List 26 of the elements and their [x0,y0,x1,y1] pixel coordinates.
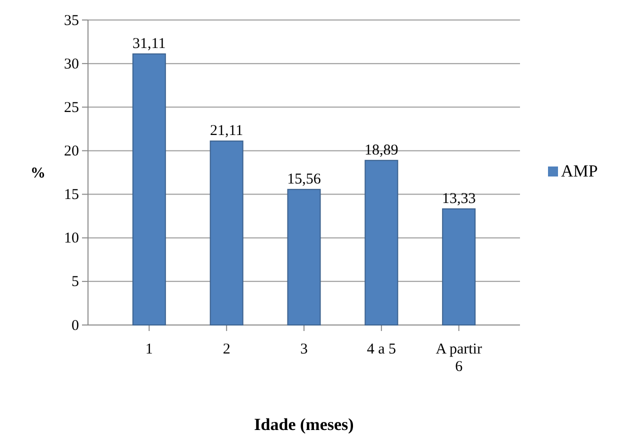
y-tick-label: 15 [64,187,79,204]
y-tick-label: 10 [64,230,79,247]
data-label: 15,56 [287,171,322,188]
data-label: 21,11 [210,123,244,140]
x-tick-label: 1 [145,342,153,358]
bar [442,208,476,326]
bar [210,140,244,326]
legend-label: AMP [561,162,598,180]
y-tick-label: 5 [72,274,79,290]
y-axis-title: % [30,166,46,182]
x-tick-label: A partir 6 [436,342,482,375]
y-tick-label: 25 [64,100,79,116]
bar [364,160,398,326]
bar [287,188,321,326]
x-tick-label: 4 a 5 [366,342,396,358]
y-tick-label: 35 [64,12,79,29]
x-tick-label: 3 [300,342,308,358]
x-axis-title: Idade (meses) [254,415,354,434]
y-tick-label: 30 [64,56,79,72]
data-label: 31,11 [132,36,166,52]
y-tick-label: 20 [64,144,79,160]
y-tick-label: 0 [72,318,79,334]
bar [132,53,166,326]
x-tick-label: 2 [222,342,230,358]
data-label: 13,33 [442,190,476,207]
data-label: 18,89 [364,142,398,158]
